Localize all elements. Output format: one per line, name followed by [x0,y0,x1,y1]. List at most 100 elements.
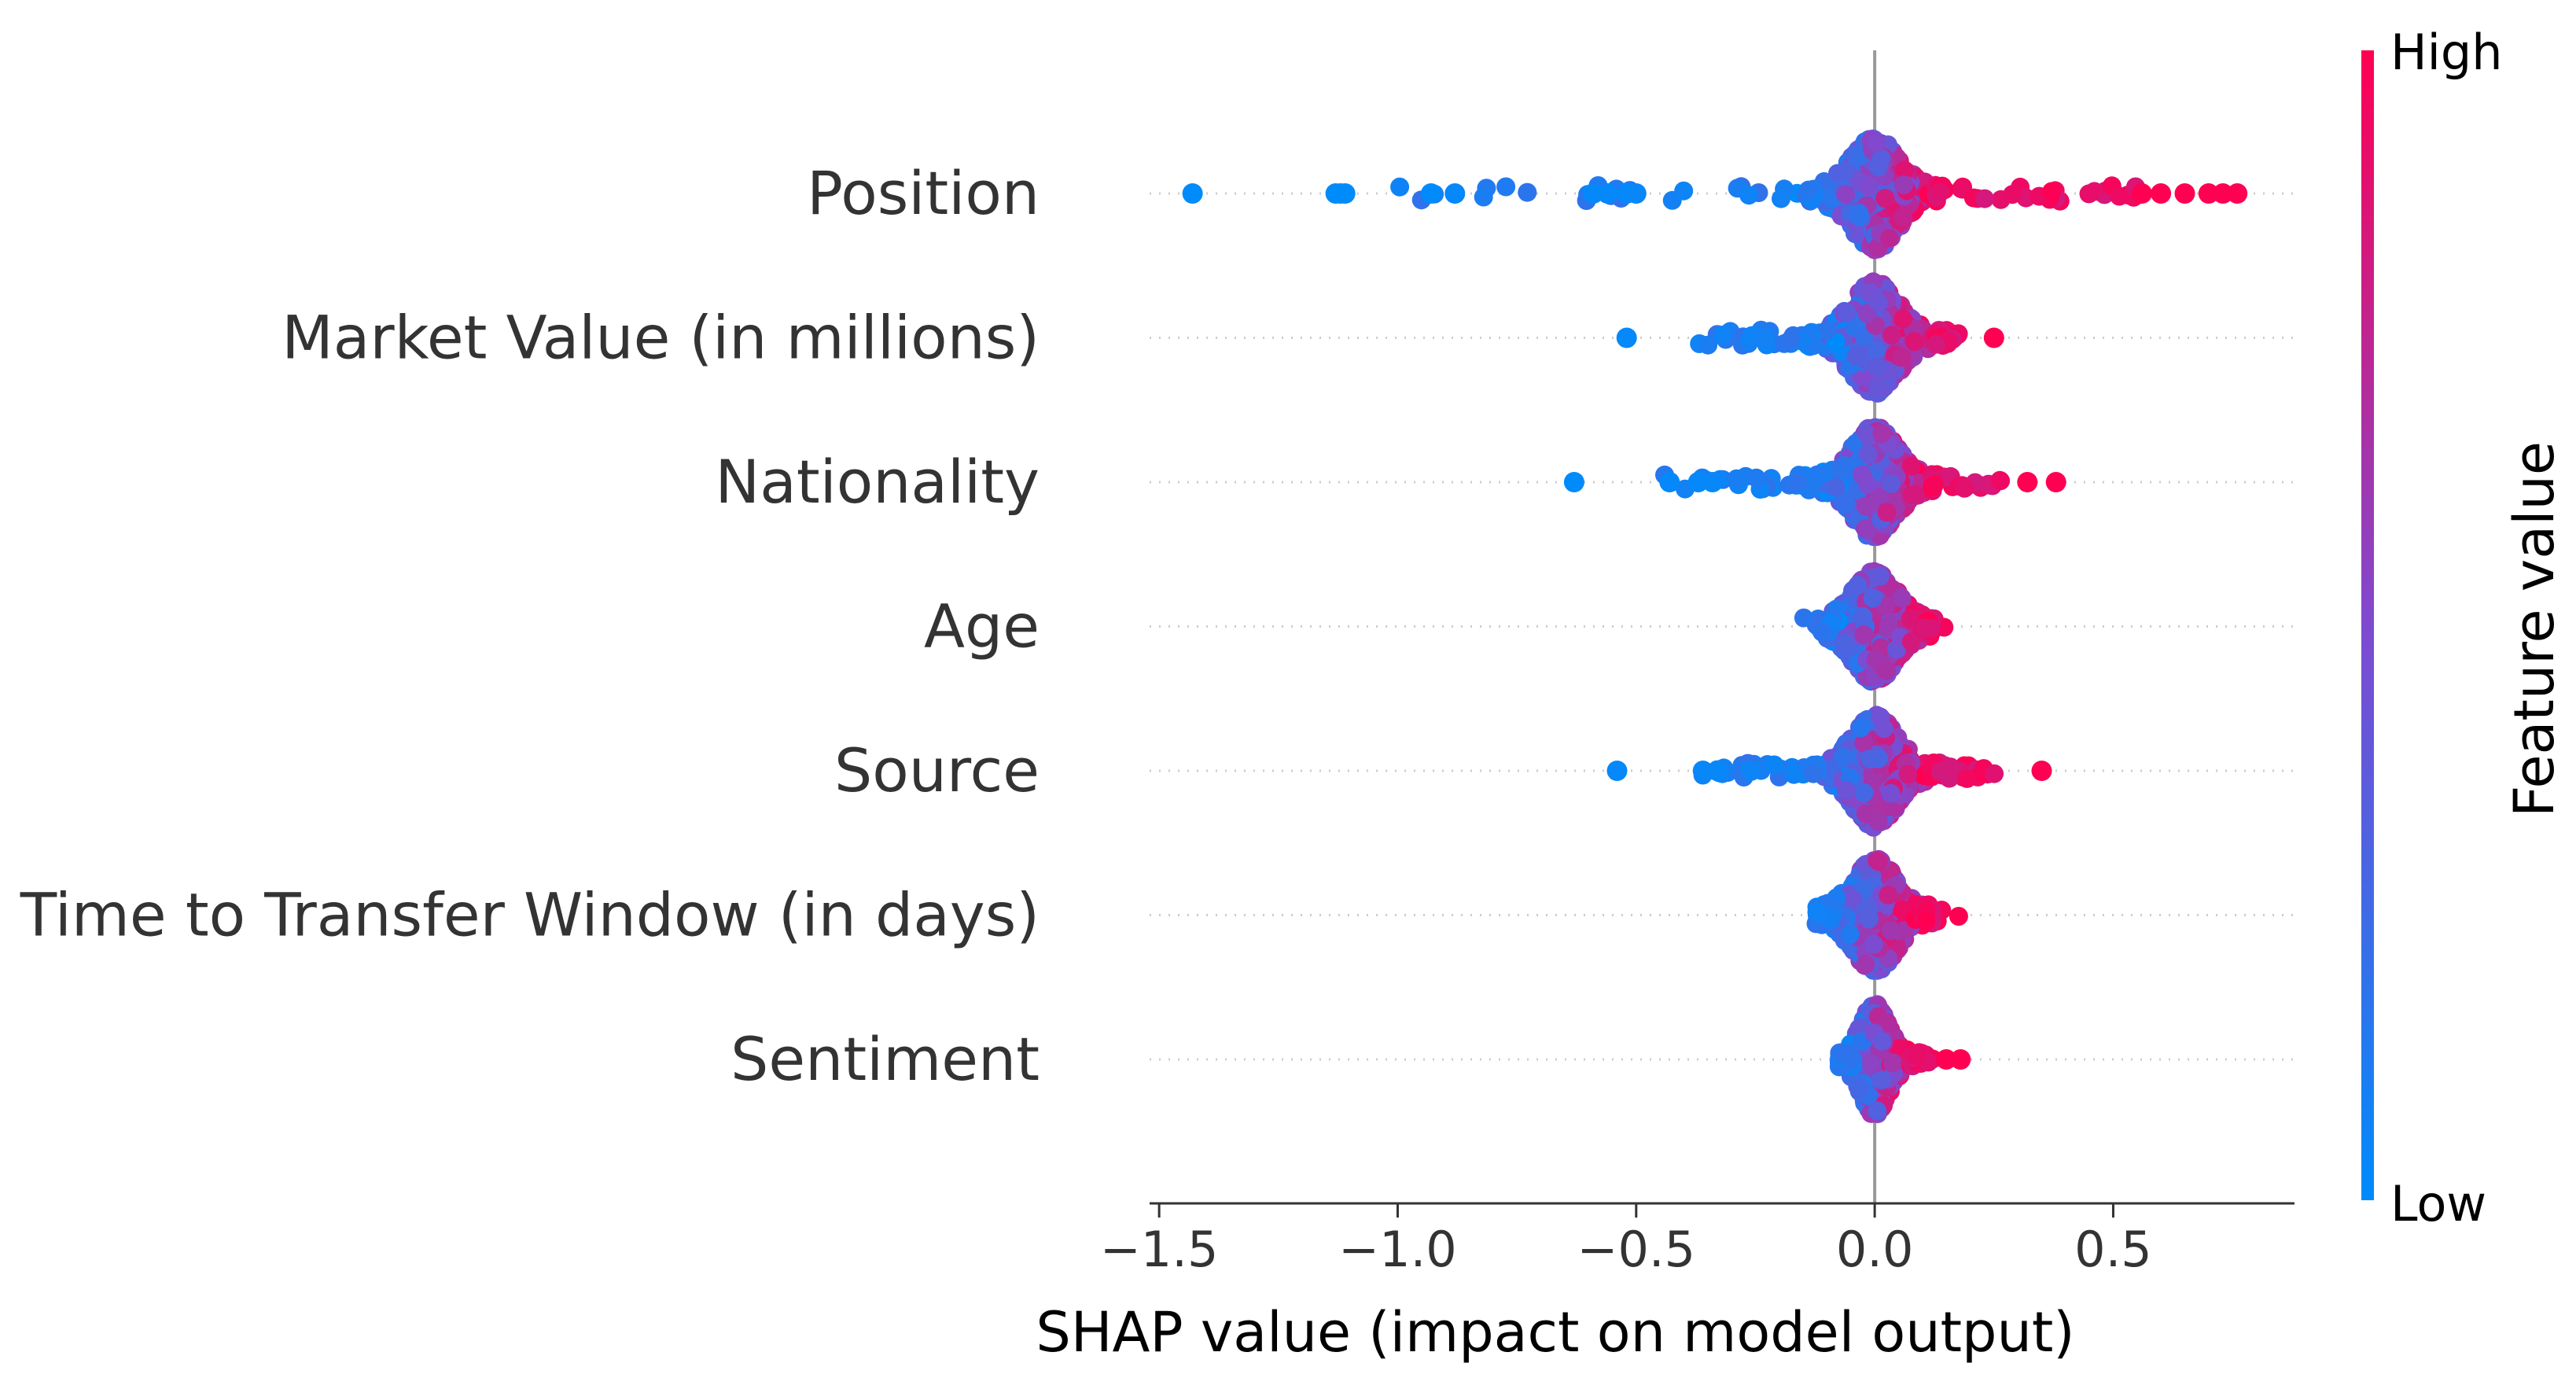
point [1926,334,1945,354]
x-axis-title: SHAP value (impact on model output) [1036,1300,2074,1365]
point [1881,783,1901,803]
feature-label-1: Position [807,158,1040,228]
point [1872,424,1892,444]
outlier-point [2198,183,2219,204]
point [1854,783,1874,802]
point [2110,186,2129,206]
point [1846,346,1866,366]
point [1985,764,2004,783]
point [1849,204,1868,224]
point [1713,325,1732,344]
point [1879,615,1898,635]
point [1853,465,1871,484]
point [1857,425,1877,444]
point [1871,149,1891,168]
outlier-point [1444,183,1466,204]
outlier-point [1563,472,1584,492]
outlier-point [1659,472,1680,492]
point [1868,377,1887,396]
point [1746,468,1766,488]
point [1827,477,1846,497]
point [1877,503,1897,522]
outlier-point [2151,183,2172,204]
point [1879,885,1898,905]
point [1901,632,1921,651]
feature-labels: Position Market Value (in millions) Nation… [20,158,1040,1094]
point [1804,764,1823,783]
point [1772,189,1790,208]
point [1892,348,1912,367]
point [1905,1045,1925,1064]
point [1851,718,1871,738]
outlier-point [1702,472,1723,492]
outlier-point [1936,1049,1957,1070]
point [1898,765,1918,784]
point [1871,1070,1891,1090]
point [1949,907,1968,926]
point [1874,719,1893,739]
point [1867,133,1886,153]
point [1880,228,1899,248]
x-tick-label: 0.0 [1836,1221,1914,1278]
data-points [1182,129,2248,1124]
outlier-point [2017,472,2038,492]
point [1834,492,1853,511]
point [1858,520,1878,540]
outlier-point [1420,183,1441,204]
colorbar-high-label: High [2390,24,2503,81]
point [1904,332,1924,352]
point [1839,1043,1859,1062]
outlier-point [1597,183,1618,204]
point [1808,903,1827,923]
x-tick-label: −1.5 [1100,1221,1219,1278]
point [1840,924,1860,944]
point [1881,474,1901,494]
point [1858,444,1878,464]
colorbar-title: Feature value [2502,441,2567,817]
feature-label-4: Age [924,591,1040,661]
point [1869,852,1888,871]
point [1930,182,1950,202]
point [1781,330,1801,349]
x-tick-label: −0.5 [1577,1221,1696,1278]
point [1861,1053,1881,1073]
point [1875,189,1895,208]
point [1817,321,1837,341]
outlier-point [1334,183,1356,204]
feature-gridlines [1150,192,2294,1061]
outlier-point [1606,761,1628,781]
point [1869,488,1889,507]
point [1892,588,1912,608]
point [1893,207,1913,227]
point [1835,634,1855,654]
point [1836,780,1856,800]
outlier-point [1740,761,1761,781]
feature-label-3: Nationality [715,447,1040,517]
outlier-point [2213,183,2233,204]
point [1799,180,1818,200]
point [1474,187,1493,207]
point [1867,341,1886,360]
x-axis: −1.5 −1.0 −0.5 0.0 0.5 [1100,1202,2294,1278]
point [1877,661,1897,681]
point [1856,496,1875,516]
x-tick-label: −1.0 [1338,1221,1457,1278]
point [1916,912,1936,931]
outlier-point [2031,761,2052,781]
point [1893,309,1912,329]
point [1882,325,1901,344]
point [1864,934,1883,954]
point [1870,566,1890,586]
colorbar-low-label: Low [2390,1175,2486,1232]
outlier-point [2174,183,2195,204]
point [1836,185,1856,204]
point [1955,478,1974,498]
point [1834,456,1854,476]
point [2003,185,2022,204]
point [1991,471,2011,491]
point [1727,469,1746,488]
outlier-point [1625,183,1647,204]
colorbar-gradient [2361,50,2374,1200]
point [1957,768,1977,788]
outlier-point [1182,183,1203,204]
